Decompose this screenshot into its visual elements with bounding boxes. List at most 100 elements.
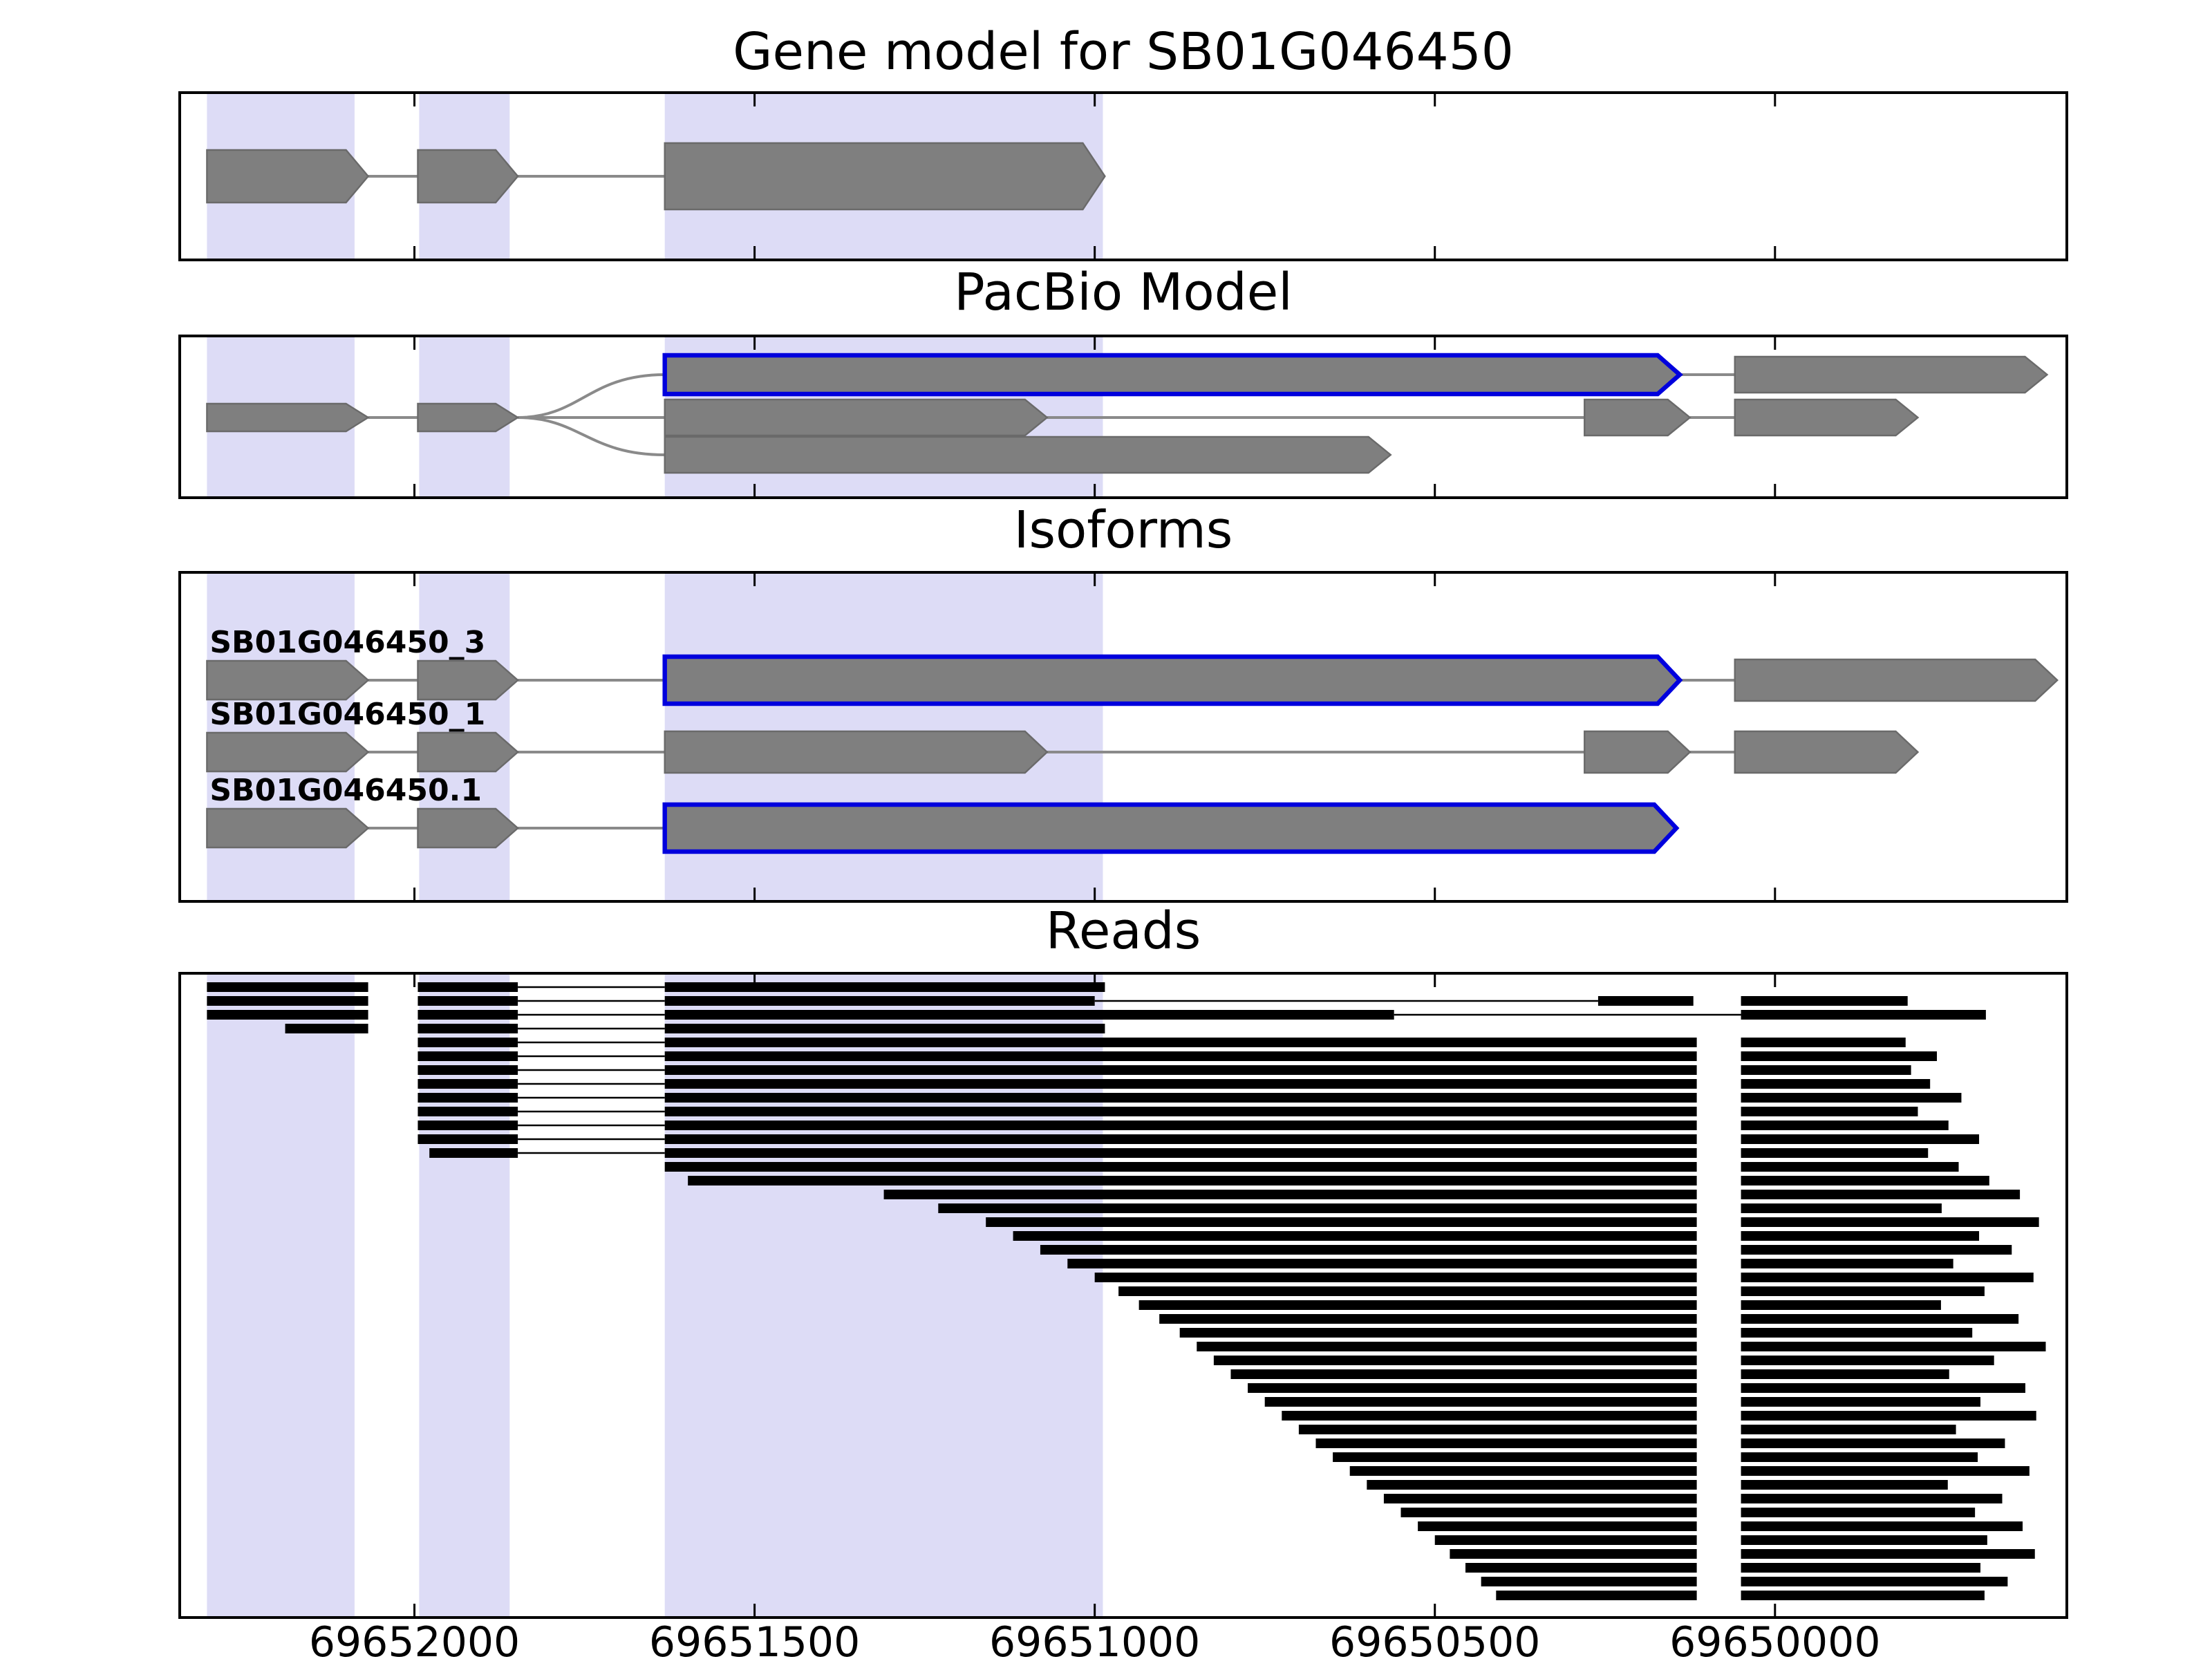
read-segment <box>1741 1494 2003 1503</box>
exon <box>417 402 520 433</box>
read-segment <box>1741 1134 1980 1144</box>
exon <box>206 731 370 773</box>
read <box>1465 1563 1981 1573</box>
x-tick-label: 69650500 <box>1329 1618 1540 1659</box>
read-segment <box>1741 1273 2034 1282</box>
read-segment <box>429 1148 518 1158</box>
exon <box>417 659 519 701</box>
read-segment <box>207 1010 368 1020</box>
read-segment <box>1741 1369 1949 1379</box>
read <box>1400 1508 1976 1517</box>
read-segment <box>1179 1328 1697 1338</box>
read-segment <box>1465 1563 1697 1573</box>
isoform-label: SB01G046450_3 <box>209 625 485 660</box>
read <box>688 1176 1989 1185</box>
read <box>285 1024 1105 1033</box>
read <box>1264 1397 1981 1407</box>
read-segment <box>664 1079 1697 1089</box>
read <box>207 1010 1986 1020</box>
read-segment <box>1315 1438 1697 1448</box>
read-segment <box>1230 1369 1697 1379</box>
read-segment <box>285 1024 368 1033</box>
x-tick-label: 69652000 <box>309 1618 520 1659</box>
read-segment <box>1741 1217 2039 1227</box>
x-tick-label: 69651000 <box>989 1618 1200 1659</box>
read-segment <box>1067 1259 1697 1268</box>
read-segment <box>1138 1300 1697 1310</box>
exon-blue-highlight <box>662 654 1683 706</box>
read <box>1067 1259 1953 1268</box>
isoform-label: SB01G046450.1 <box>209 773 482 808</box>
exon <box>206 659 370 701</box>
exon-blue-highlight <box>662 802 1680 854</box>
read <box>418 1079 1931 1089</box>
read-segment <box>418 1024 518 1033</box>
exon <box>206 402 370 433</box>
read <box>418 1065 1911 1075</box>
read <box>429 1148 1929 1158</box>
read-segment <box>1741 1203 1942 1213</box>
exon-blue-highlight <box>662 353 1683 397</box>
read <box>1197 1342 2046 1351</box>
panel-title-reads: Reads <box>1046 901 1201 961</box>
read <box>664 1162 1959 1172</box>
read <box>207 982 1105 992</box>
read-segment <box>1741 1521 2023 1531</box>
read <box>1159 1314 2019 1324</box>
panel-titles: Gene model for SB01G046450 PacBio Model … <box>733 22 1514 961</box>
read-segment <box>664 1162 1697 1172</box>
exon <box>1734 730 1920 774</box>
read <box>1230 1369 1949 1379</box>
panel-reads <box>178 972 2068 1619</box>
read <box>1481 1577 2008 1586</box>
read-segment <box>1741 1342 2046 1351</box>
read-segment <box>1118 1286 1697 1296</box>
splice-branch-curve <box>518 373 665 419</box>
panel-title-isoforms: Isoforms <box>1014 500 1233 560</box>
read <box>1434 1535 1987 1545</box>
read-segment <box>1597 996 1694 1006</box>
read-segment <box>1741 1591 1985 1600</box>
read-segment <box>1741 1328 1973 1338</box>
panel-pacbio-model <box>178 335 2068 499</box>
panel-frame <box>178 972 2068 1619</box>
read <box>1094 1273 2034 1282</box>
read-segment <box>1741 1383 2025 1393</box>
read <box>1013 1231 1980 1241</box>
read <box>418 1134 1980 1144</box>
read <box>1367 1480 1948 1490</box>
read-segment <box>1741 1148 1929 1158</box>
read <box>418 1038 1906 1047</box>
read-segment <box>1741 1286 1985 1296</box>
read-segment <box>207 982 368 992</box>
isoform-label: SB01G046450_1 <box>209 697 485 732</box>
exon <box>664 142 1106 211</box>
panel-isoforms: SB01G046450_3 SB01G046450_1 SB01G046450.1 <box>178 571 2068 903</box>
read-segment <box>938 1203 1697 1213</box>
read <box>1282 1411 2036 1421</box>
read <box>1333 1452 1978 1462</box>
read-segment <box>1040 1245 1697 1255</box>
read <box>1418 1521 2023 1531</box>
highlight-region <box>207 973 355 1618</box>
read-segment <box>1741 1411 2036 1421</box>
read-segment <box>418 1065 518 1075</box>
exon <box>1734 658 2059 702</box>
read-segment <box>1741 996 1908 1006</box>
panel-gene-model <box>178 91 2068 261</box>
panel-frame <box>178 91 2068 261</box>
read <box>938 1203 1942 1213</box>
read-segment <box>1741 1051 1938 1061</box>
read <box>1349 1466 2030 1476</box>
read-segment <box>664 1051 1697 1061</box>
read <box>418 1121 1949 1130</box>
read-segment <box>1197 1342 1697 1351</box>
read-segment <box>664 1065 1697 1075</box>
exon <box>664 435 1392 474</box>
exon <box>664 730 1049 774</box>
read-segment <box>664 1121 1697 1130</box>
read <box>418 1093 1962 1103</box>
read-segment <box>418 1107 518 1116</box>
read-segment <box>986 1217 1697 1227</box>
